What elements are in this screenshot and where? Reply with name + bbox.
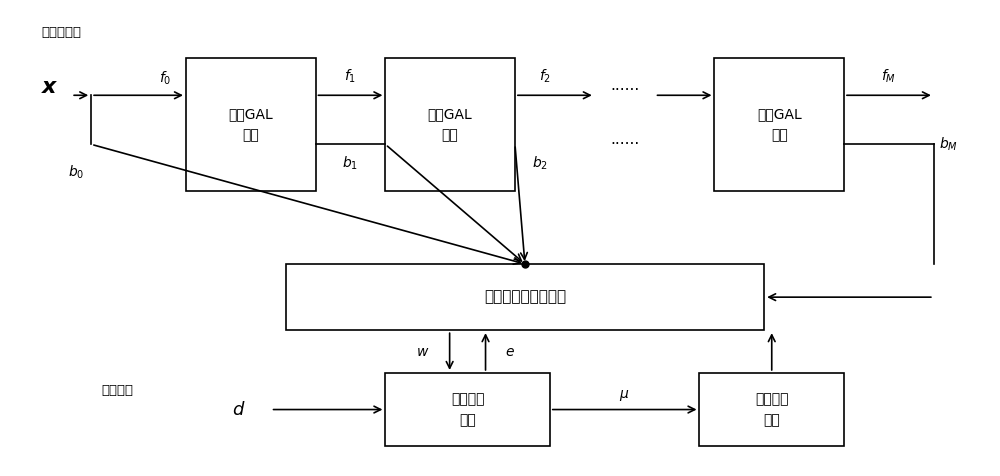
Text: $f_2$: $f_2$ (539, 68, 551, 85)
Text: 误差计算
模块: 误差计算 模块 (451, 392, 484, 427)
Text: $f_0$: $f_0$ (159, 70, 171, 88)
Text: $f_M$: $f_M$ (881, 68, 896, 85)
Text: $f_1$: $f_1$ (344, 68, 356, 85)
Text: $e$: $e$ (505, 345, 515, 358)
Text: $b_M$: $b_M$ (939, 136, 958, 153)
Bar (699, 373, 844, 446)
Text: $\boldsymbol{x}$: $\boldsymbol{x}$ (41, 77, 59, 97)
Text: 滤波器输入: 滤波器输入 (41, 26, 81, 39)
Bar (286, 264, 764, 330)
Text: 步长调整
模块: 步长调整 模块 (755, 392, 788, 427)
Text: 单节GAL
模块: 单节GAL 模块 (757, 107, 802, 142)
Text: $\mu$: $\mu$ (619, 388, 630, 403)
Bar (714, 58, 844, 191)
Text: $w$: $w$ (416, 345, 430, 358)
Text: $d$: $d$ (232, 400, 246, 418)
Text: $b_1$: $b_1$ (342, 155, 358, 172)
Text: ......: ...... (610, 79, 639, 93)
Text: 期望输出: 期望输出 (101, 384, 133, 397)
Bar (385, 58, 515, 191)
Text: ......: ...... (610, 132, 639, 147)
Text: $b_0$: $b_0$ (68, 164, 84, 181)
Text: 自适应权値调整模块: 自适应权値调整模块 (484, 290, 566, 305)
Bar (385, 373, 550, 446)
Bar (186, 58, 316, 191)
Text: $b_2$: $b_2$ (532, 155, 548, 172)
Text: 单节GAL
模块: 单节GAL 模块 (428, 107, 473, 142)
Text: 单节GAL
模块: 单节GAL 模块 (228, 107, 273, 142)
